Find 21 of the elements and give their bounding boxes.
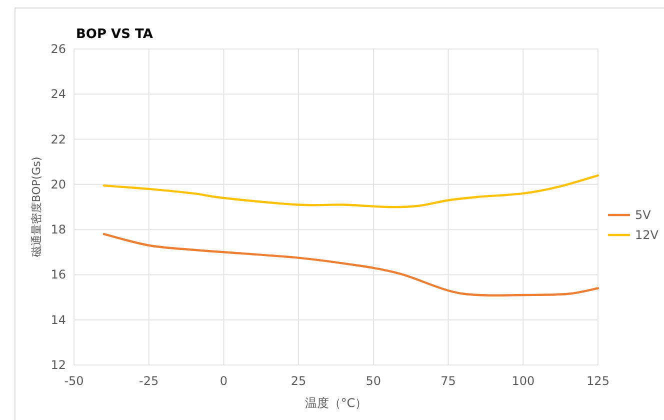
y-axis-title: 磁通量密度BOP(Gs) bbox=[30, 156, 43, 258]
y-tick-label: 12 bbox=[50, 358, 66, 372]
x-tick-label: 100 bbox=[512, 374, 535, 388]
chart-title: BOP VS TA bbox=[76, 27, 153, 42]
y-tick-label: 16 bbox=[50, 268, 66, 282]
x-tick-label: 125 bbox=[586, 374, 610, 388]
legend-label: 12V bbox=[635, 228, 660, 242]
x-tick-label: 50 bbox=[366, 374, 382, 388]
y-tick-label: 24 bbox=[50, 87, 66, 102]
y-tick-label: 20 bbox=[50, 177, 66, 192]
y-tick-label: 14 bbox=[50, 312, 66, 327]
legend-label: 5V bbox=[635, 208, 652, 222]
x-tick-label: -25 bbox=[139, 374, 159, 388]
x-tick-label: 0 bbox=[220, 374, 228, 388]
y-tick-label: 22 bbox=[50, 132, 66, 146]
y-tick-label: 26 bbox=[50, 42, 66, 56]
x-tick-label: 75 bbox=[440, 374, 456, 388]
x-tick-label: -50 bbox=[64, 374, 84, 388]
y-tick-label: 18 bbox=[50, 222, 66, 237]
x-tick-label: 25 bbox=[290, 374, 306, 388]
x-axis-title: 温度（°C） bbox=[304, 396, 368, 410]
